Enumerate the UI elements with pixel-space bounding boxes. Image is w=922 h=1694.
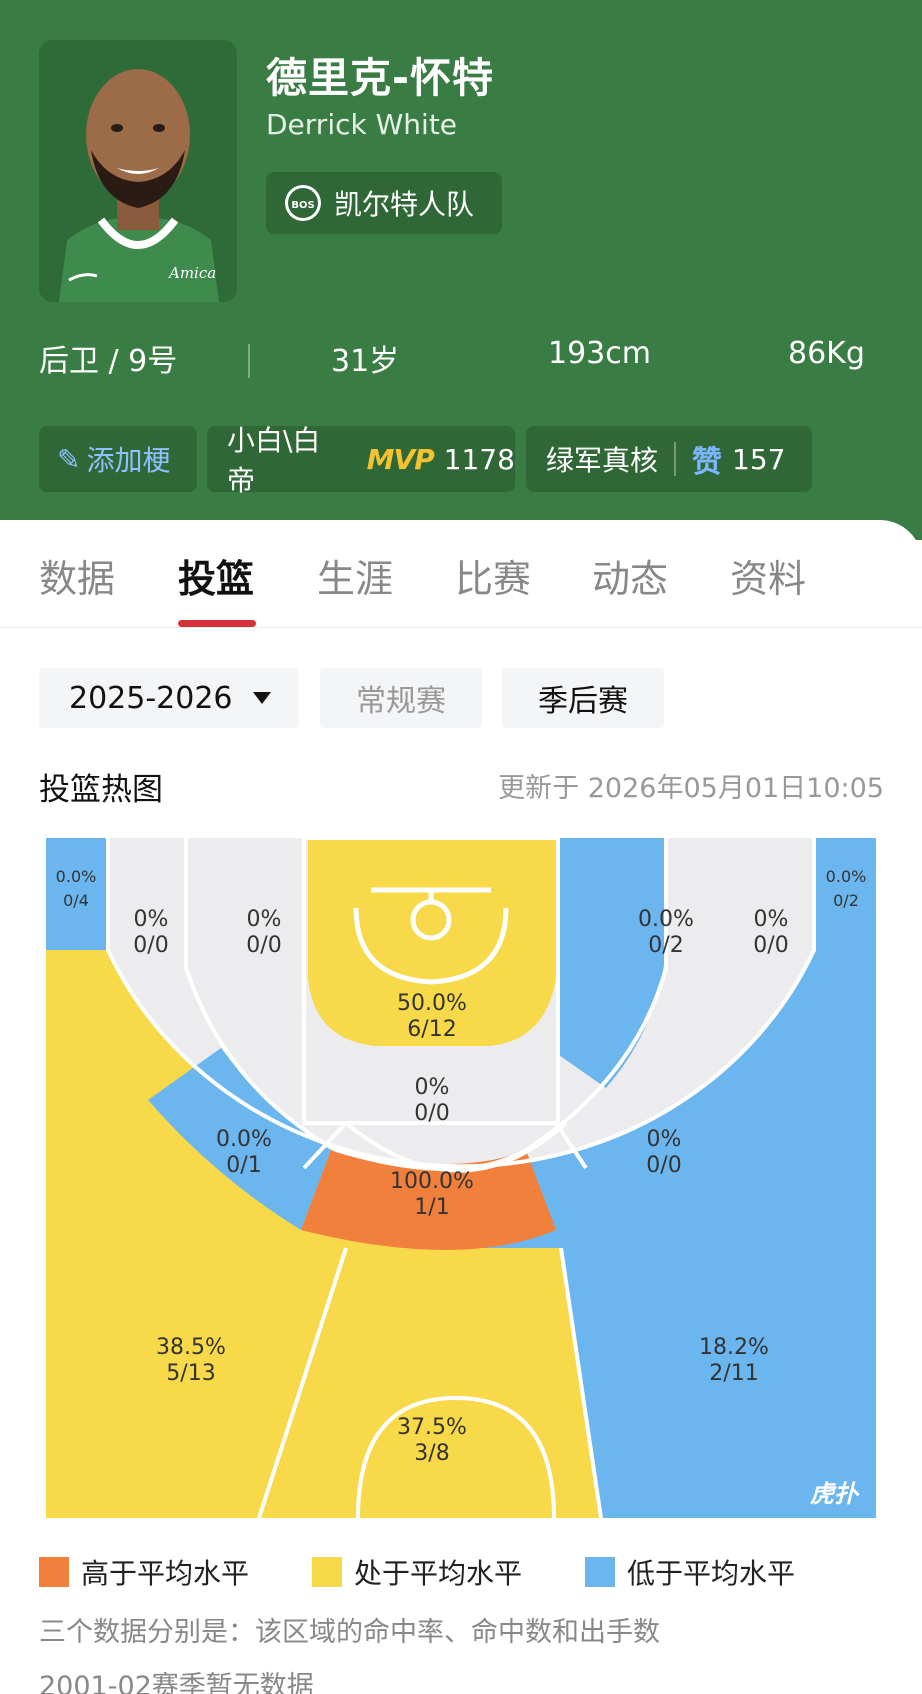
heatmap-title: 投篮热图 <box>39 772 163 808</box>
explain-note: 三个数据分别是：该区域的命中率、命中数和出手数 <box>39 1617 660 1648</box>
legend-below-swatch <box>585 1557 615 1587</box>
core-label: 绿军真核 <box>546 444 659 477</box>
regular-season-button[interactable]: 常规赛 <box>320 668 482 728</box>
left-base-mid-pct: 0% <box>247 907 282 932</box>
fans-count: 157 <box>732 442 786 476</box>
mvp-count: 1178 <box>443 442 515 476</box>
paint-pct: 50.0% <box>397 991 467 1016</box>
right-base-mid-pct: 0.0% <box>638 907 694 932</box>
tab-shooting[interactable]: 投篮 <box>178 557 255 601</box>
mvp-icon: MVP <box>366 442 435 476</box>
left-wing3-pct: 38.5% <box>156 1335 226 1360</box>
right-corner3-pct: 0.0% <box>826 867 867 886</box>
tag-divider <box>674 442 677 476</box>
active-tab-indicator <box>178 620 256 627</box>
player-name-en: Derrick White <box>266 108 458 141</box>
zone-right-base-mid <box>556 838 666 1088</box>
add-meme-button[interactable]: ✎ 添加梗 <box>39 426 197 492</box>
zone-right-corner3 <box>814 838 876 950</box>
position-number: 后卫 / 9号 <box>39 344 178 379</box>
legend-above-label: 高于平均水平 <box>81 1557 250 1590</box>
team-chip[interactable]: BOS 凯尔特人队 <box>266 172 502 234</box>
caret-down-icon <box>252 692 271 704</box>
player-header: Amica 德里克-怀特 Derrick White BOS 凯尔特人队 后卫 … <box>0 0 922 540</box>
no-data-note: 2001-02赛季暂无数据 <box>39 1671 314 1694</box>
right-corner3-ma: 0/2 <box>833 891 859 910</box>
player-name-cn: 德里克-怀特 <box>266 54 495 102</box>
hupu-watermark: 虎扑 <box>810 1480 860 1508</box>
legend-average-label: 处于平均水平 <box>354 1557 523 1590</box>
tab-bar: 数据 投篮 生涯 比赛 动态 资料 <box>0 520 922 628</box>
tab-news[interactable]: 动态 <box>592 557 669 601</box>
updated-time: 更新于 2026年05月01日10:05 <box>498 773 884 804</box>
tab-stats[interactable]: 数据 <box>39 557 116 601</box>
right-wing3-pct: 18.2% <box>699 1335 769 1360</box>
left-wing3-ma: 5/13 <box>166 1361 215 1386</box>
celtics-logo-icon: BOS <box>285 185 321 221</box>
zone-left-corner3 <box>46 838 108 950</box>
left-elbow-pct: 0.0% <box>216 1127 272 1152</box>
left-corner3-pct: 0.0% <box>56 867 97 886</box>
jersey-sponsor: Amica <box>167 264 216 282</box>
tab-games[interactable]: 比赛 <box>455 557 532 601</box>
left-corner3-ma: 0/4 <box>63 891 89 910</box>
shot-heatmap: 0.0% 0/4 0.0% 0/2 0% 0/0 0% 0/0 0.0% 0/2… <box>46 838 876 1518</box>
right-base-mid-ma: 0/2 <box>648 933 683 958</box>
nickname-label: 小白\白帝 <box>227 424 321 497</box>
player-photo: Amica <box>39 40 237 302</box>
core-tag[interactable]: 绿军真核 赞 157 <box>526 426 812 492</box>
player-weight: 86Kg <box>788 336 865 371</box>
zone-left-elbow <box>148 1048 331 1230</box>
add-meme-label: 添加梗 <box>86 444 171 477</box>
right-elbow-pct: 0% <box>647 1127 682 1152</box>
season-value: 2025-2026 <box>69 680 233 716</box>
left-base-long-pct: 0% <box>134 907 169 932</box>
legend-above-swatch <box>39 1557 69 1587</box>
season-dropdown[interactable]: 2025-2026 <box>39 668 299 728</box>
top-key-ma: 1/1 <box>414 1195 449 1220</box>
tab-career[interactable]: 生涯 <box>317 557 394 601</box>
player-age: 31岁 <box>331 344 400 379</box>
legend-average-swatch <box>312 1557 342 1587</box>
right-base-long-ma: 0/0 <box>753 933 788 958</box>
top3-pct: 37.5% <box>397 1415 467 1440</box>
fans-icon: 赞 <box>692 445 723 480</box>
left-base-long-ma: 0/0 <box>133 933 168 958</box>
right-base-long-pct: 0% <box>754 907 789 932</box>
tab-profile[interactable]: 资料 <box>730 557 807 601</box>
paint-ma: 6/12 <box>407 1017 456 1042</box>
top3-ma: 3/8 <box>414 1441 449 1466</box>
court-svg: 0.0% 0/4 0.0% 0/2 0% 0/0 0% 0/0 0.0% 0/2… <box>46 838 876 1518</box>
right-wing3-ma: 2/11 <box>709 1361 758 1386</box>
playoffs-button[interactable]: 季后赛 <box>502 668 664 728</box>
free-throw-ma: 0/0 <box>414 1101 449 1126</box>
legend-below-label: 低于平均水平 <box>627 1557 796 1590</box>
pencil-icon: ✎ <box>57 442 81 476</box>
left-base-mid-ma: 0/0 <box>246 933 281 958</box>
right-elbow-ma: 0/0 <box>646 1153 681 1178</box>
zone-top3 <box>259 1248 601 1518</box>
meta-divider <box>248 344 250 378</box>
top-key-pct: 100.0% <box>390 1169 474 1194</box>
team-logo-text: BOS <box>291 200 314 211</box>
zone-top-key <box>301 1150 556 1250</box>
legend-below: 低于平均水平 <box>585 1552 795 1592</box>
player-avatar-image: Amica <box>39 40 237 302</box>
free-throw-pct: 0% <box>415 1075 450 1100</box>
zone-paint <box>308 838 556 1046</box>
team-name: 凯尔特人队 <box>334 188 475 221</box>
left-elbow-ma: 0/1 <box>226 1153 261 1178</box>
player-height: 193cm <box>548 336 651 371</box>
legend-above: 高于平均水平 <box>39 1552 249 1592</box>
nickname-tag[interactable]: 小白\白帝 MVP 1178 <box>207 424 515 497</box>
content-panel: 数据 投篮 生涯 比赛 动态 资料 2025-2026 常规赛 季后赛 投篮热图… <box>0 520 922 1694</box>
legend-average: 处于平均水平 <box>312 1552 522 1592</box>
